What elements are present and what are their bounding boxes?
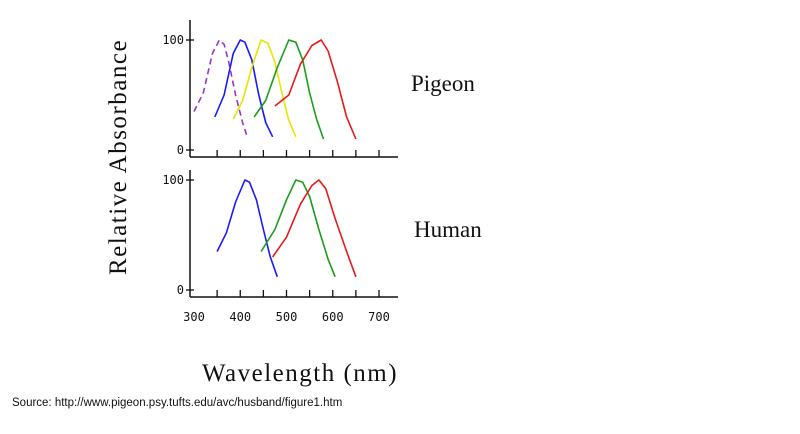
source-caption: Source: http://www.pigeon.psy.tufts.edu/… <box>12 397 343 409</box>
series-line <box>271 179 357 278</box>
panel-label-pigeon: Pigeon <box>411 71 475 96</box>
panel-label-human: Human <box>414 217 482 242</box>
series-line <box>260 179 336 278</box>
x-tick-label: 600 <box>322 310 344 324</box>
series-line <box>253 39 325 140</box>
x-tick-label: 400 <box>229 310 251 324</box>
y-axis-label: Relative Absorbance <box>105 39 132 275</box>
y-tick-label: 0 <box>177 283 184 297</box>
plot-area: 0 100 0 100 300 400 500 600 700 <box>162 20 398 324</box>
y-tick-label: 100 <box>162 33 184 47</box>
y-tick-label: 0 <box>177 143 184 157</box>
x-tick-label: 300 <box>183 310 205 324</box>
series-line <box>232 39 297 138</box>
x-tick-label: 700 <box>368 310 390 324</box>
x-axis-label: Wavelength (nm) <box>202 360 398 387</box>
x-tick-label: 500 <box>276 310 298 324</box>
series-line <box>193 39 248 138</box>
series-line <box>214 39 274 138</box>
series-line <box>274 39 357 140</box>
y-tick-label: 100 <box>162 173 184 187</box>
series-line <box>216 179 279 278</box>
